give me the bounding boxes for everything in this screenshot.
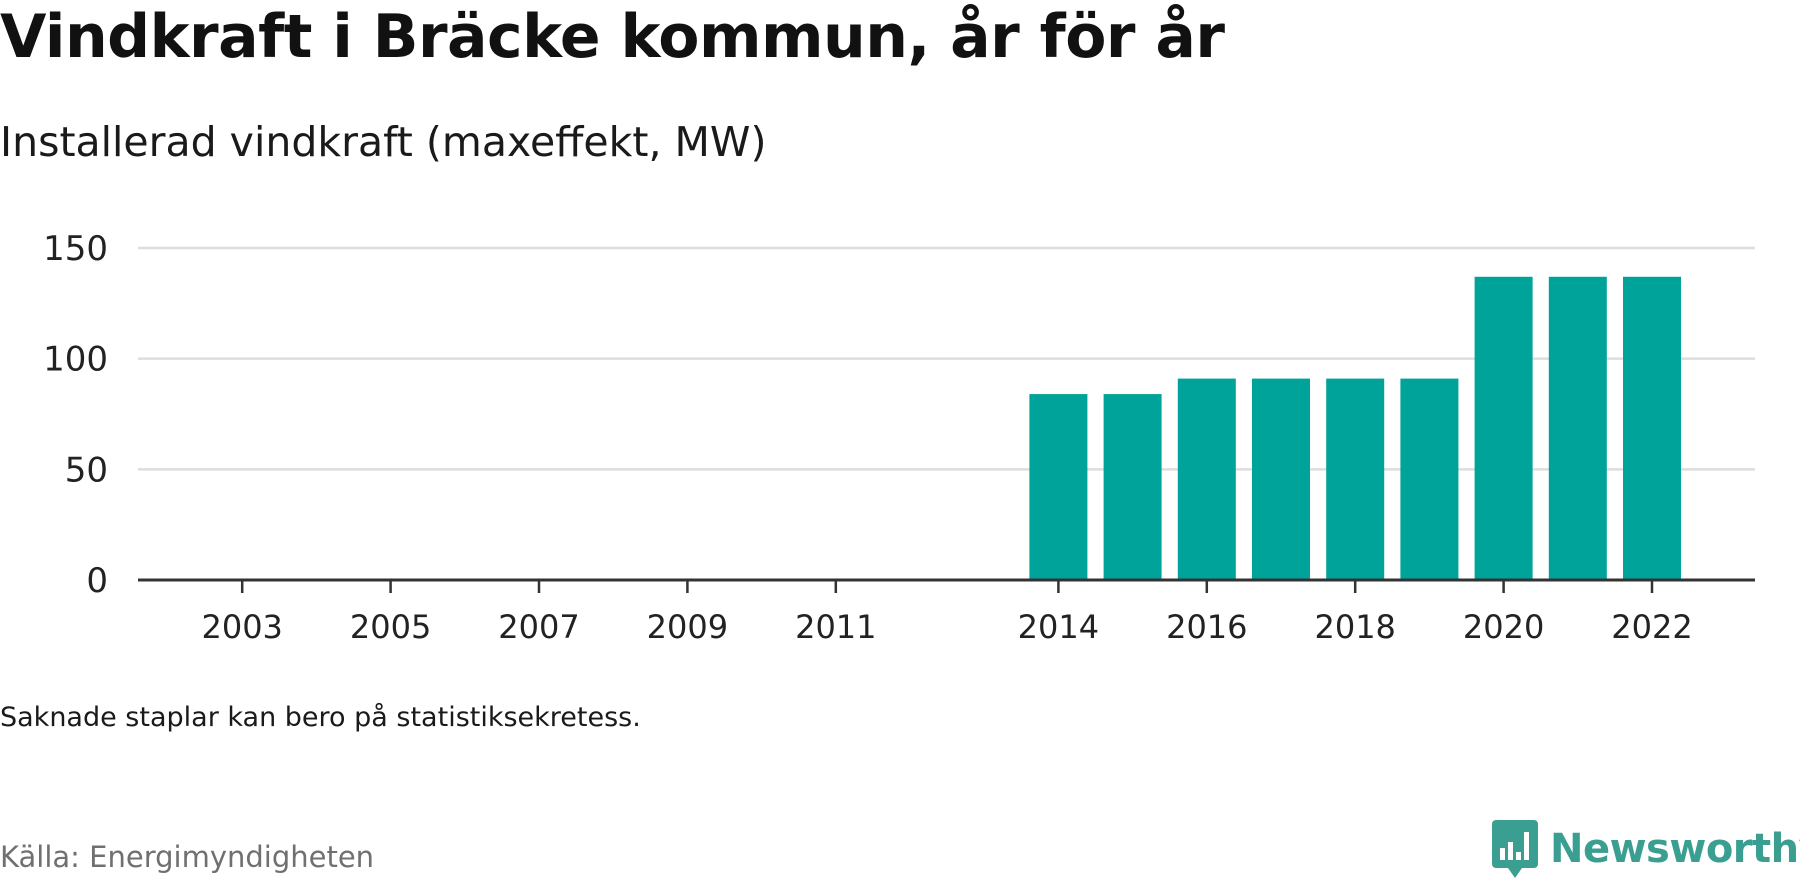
bar-2022 — [1623, 276, 1681, 580]
x-tick-label: 2018 — [1314, 608, 1395, 646]
y-axis-tick-labels: 0 50 100 150 — [43, 229, 108, 601]
chart-subtitle: Installerad vindkraft (maxeffekt, MW) — [0, 118, 767, 166]
bar-2014 — [1029, 394, 1088, 580]
x-tick-label: 2005 — [350, 608, 431, 646]
bar-2020 — [1474, 276, 1533, 580]
newsworthy-logo-icon — [1492, 820, 1538, 878]
footnote: Saknade staplar kan bero på statistiksek… — [0, 702, 641, 733]
source-label: Källa: Energimyndigheten — [0, 840, 375, 874]
y-tick-label: 50 — [65, 450, 108, 490]
brand-name: Newsworthy — [1550, 826, 1800, 872]
bar-2019 — [1400, 378, 1459, 580]
x-tick-label: 2022 — [1611, 608, 1692, 646]
x-tick-label: 2020 — [1463, 608, 1544, 646]
x-tick-label: 2016 — [1166, 608, 1247, 646]
x-tick-label: 2003 — [201, 608, 282, 646]
x-axis-tick-labels: 2003 2005 2007 2009 2011 2014 2016 2018 2020 2022 — [201, 608, 1692, 646]
x-tick-label: 2009 — [647, 608, 728, 646]
x-tick-label: 2014 — [1018, 608, 1099, 646]
x-axis — [138, 578, 1755, 593]
bar-2015 — [1103, 394, 1162, 580]
bar-2017 — [1252, 378, 1310, 580]
bars — [1029, 276, 1681, 580]
chart-title: Vindkraft i Bräcke kommun, år för år — [0, 2, 1225, 72]
y-tick-label: 0 — [86, 561, 108, 601]
x-tick-label: 2011 — [795, 608, 876, 646]
bar-2016 — [1177, 378, 1236, 580]
bar-2018 — [1326, 378, 1385, 580]
x-tick-label: 2007 — [498, 608, 579, 646]
y-tick-label: 100 — [43, 340, 108, 380]
bar-2021 — [1548, 276, 1607, 580]
y-tick-label: 150 — [43, 229, 108, 269]
newsworthy-logo: Newsworthy — [1490, 818, 1800, 880]
